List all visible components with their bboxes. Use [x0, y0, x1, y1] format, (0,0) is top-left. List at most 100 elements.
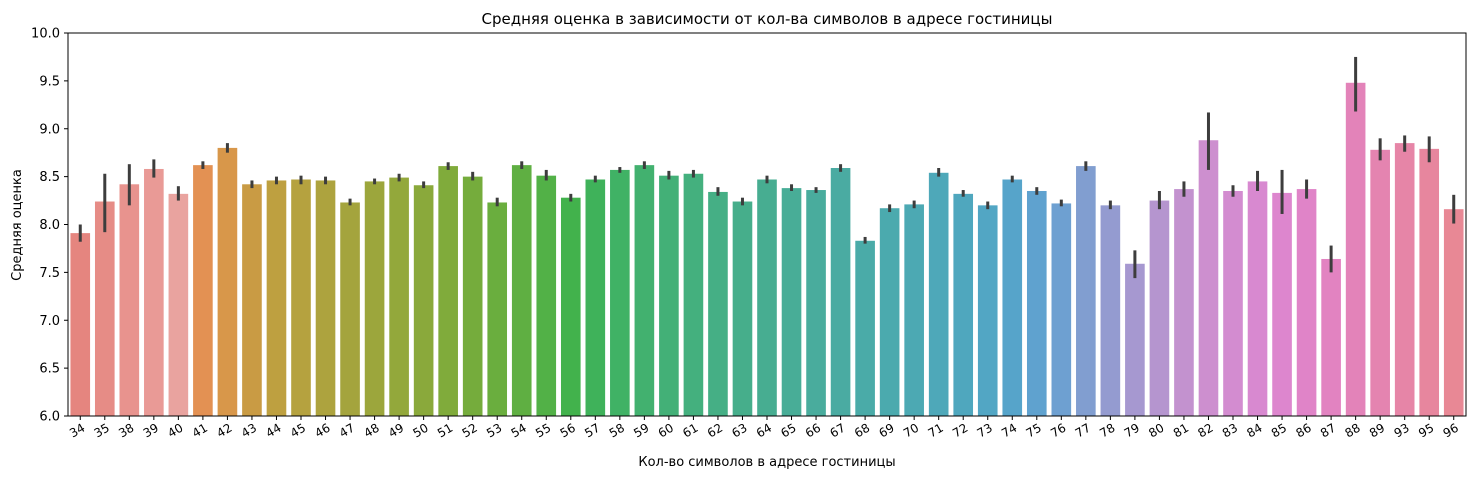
bar-68 [855, 240, 875, 416]
bar-43 [242, 184, 262, 416]
bar-44 [266, 180, 287, 416]
y-tick-label: 7.0 [39, 314, 60, 329]
x-tick-label: 76 [1048, 421, 1068, 441]
bar-87 [1321, 258, 1341, 416]
bar-51 [438, 166, 458, 416]
x-tick-label: 82 [1195, 421, 1215, 441]
bar-54 [511, 165, 532, 416]
x-tick-label: 59 [631, 421, 651, 441]
x-tick-label: 75 [1024, 421, 1044, 441]
bar-66 [806, 190, 826, 416]
x-tick-label: 56 [558, 421, 578, 441]
bar-71 [928, 172, 949, 416]
x-tick-label: 39 [141, 421, 161, 441]
x-tick-label: 70 [901, 421, 921, 441]
bar-52 [462, 176, 483, 416]
x-tick-label: 51 [435, 421, 455, 441]
x-tick-label: 66 [803, 421, 823, 441]
x-tick-label: 73 [975, 421, 995, 441]
x-tick-label: 42 [214, 421, 234, 441]
bar-53 [487, 202, 508, 416]
bar-61 [683, 173, 704, 416]
x-tick-label: 38 [116, 421, 136, 441]
bar-88 [1345, 82, 1366, 416]
x-tick-label: 84 [1244, 421, 1264, 441]
bar-58 [610, 169, 630, 416]
bar-69 [879, 208, 900, 416]
bar-74 [1002, 179, 1023, 416]
y-tick-label: 6.0 [39, 410, 60, 425]
bar-72 [953, 193, 974, 416]
x-tick-label: 67 [827, 421, 847, 441]
bar-76 [1051, 203, 1072, 416]
bars-layer [70, 82, 1464, 417]
x-tick-label: 57 [582, 421, 602, 441]
x-tick-label: 69 [877, 421, 897, 441]
bar-35 [94, 201, 115, 416]
x-tick-label: 35 [92, 421, 112, 441]
x-tick-label: 65 [778, 421, 798, 441]
x-tick-label: 60 [656, 421, 676, 441]
x-tick-label: 53 [484, 421, 504, 441]
bar-62 [708, 191, 728, 416]
x-tick-label: 58 [607, 421, 627, 441]
x-tick-label: 46 [312, 421, 332, 441]
bar-89 [1370, 149, 1390, 416]
bar-83 [1223, 190, 1243, 416]
bar-41 [193, 165, 213, 416]
x-tick-label: 49 [386, 421, 406, 441]
x-tick-label: 44 [263, 421, 283, 441]
bar-50 [413, 185, 434, 416]
plot-frame [67, 32, 1467, 417]
bar-81 [1174, 189, 1194, 416]
x-tick-label: 86 [1293, 421, 1313, 441]
bar-39 [144, 168, 164, 416]
y-tick-label: 9.0 [39, 122, 60, 137]
y-tick-label: 10.0 [31, 27, 60, 42]
x-tick-label: 68 [852, 421, 872, 441]
x-axis-label: Кол-во символов в адресе гостиницы [638, 455, 895, 470]
bar-80 [1149, 200, 1170, 416]
y-tick-label: 8.5 [39, 170, 60, 185]
chart-title: Средняя оценка в зависимости от кол-ва с… [481, 10, 1052, 28]
x-tick-label: 80 [1146, 421, 1166, 441]
x-tick-label: 95 [1416, 421, 1436, 441]
x-axis: 34 35 38 39 40 41 42 43 44 45 46 47 48 49 50 51 52 53 54 55… [67, 416, 1461, 440]
bar-38 [119, 184, 140, 416]
y-axis-label: Средняя оценка [10, 169, 25, 281]
x-tick-label: 78 [1097, 421, 1117, 441]
bar-73 [977, 205, 998, 416]
x-tick-label: 74 [999, 421, 1019, 441]
bar-65 [781, 188, 802, 416]
y-tick-label: 9.5 [39, 74, 60, 89]
x-tick-label: 93 [1392, 421, 1412, 441]
bar-56 [560, 197, 581, 416]
x-tick-label: 55 [533, 421, 553, 441]
bar-42 [217, 147, 238, 416]
bar-40 [168, 193, 189, 416]
x-tick-label: 89 [1367, 421, 1387, 441]
x-tick-label: 64 [754, 421, 774, 441]
bar-55 [536, 175, 557, 416]
x-tick-label: 71 [926, 421, 946, 441]
x-tick-label: 87 [1318, 421, 1338, 441]
x-tick-label: 62 [705, 421, 725, 441]
bar-46 [315, 180, 336, 416]
x-tick-label: 48 [361, 421, 381, 441]
bar-63 [732, 201, 753, 416]
bar-48 [364, 181, 385, 416]
bar-86 [1296, 189, 1317, 416]
bar-95 [1419, 148, 1440, 417]
y-tick-label: 7.5 [39, 266, 60, 281]
bar-64 [757, 179, 777, 416]
x-tick-label: 63 [729, 421, 749, 441]
x-tick-label: 34 [67, 421, 87, 441]
x-tick-label: 81 [1171, 421, 1191, 441]
bar-78 [1100, 205, 1121, 416]
x-tick-label: 83 [1220, 421, 1240, 441]
x-tick-label: 77 [1073, 421, 1093, 441]
bar-45 [291, 179, 311, 416]
bar-82 [1198, 140, 1219, 417]
bar-77 [1076, 166, 1096, 416]
bar-75 [1026, 190, 1047, 416]
